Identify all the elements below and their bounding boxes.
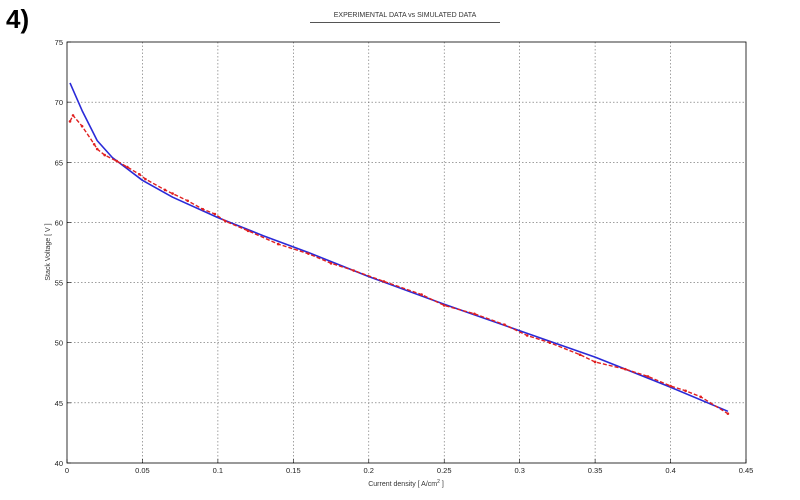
experimental-data-point <box>382 280 386 283</box>
x-tick-label: 0.1 <box>213 466 223 475</box>
simulated-series-line <box>69 82 729 413</box>
experimental-data-point <box>126 165 129 169</box>
chart-title: EXPERIMENTAL DATA vs SIMULATED DATA <box>310 12 500 23</box>
experimental-data-point <box>593 360 597 364</box>
experimental-data-point <box>578 353 582 357</box>
experimental-data-point <box>144 177 147 181</box>
experimental-data-point <box>503 323 506 326</box>
x-tick-label: 0.15 <box>286 466 301 475</box>
plot-frame <box>66 41 747 464</box>
experimental-data-point <box>352 269 355 272</box>
experimental-data-point <box>171 192 174 195</box>
y-tick-label: 70 <box>55 98 63 107</box>
experimental-data-point <box>213 212 217 216</box>
experimental-data-point <box>201 207 205 211</box>
y-tick-label: 50 <box>55 339 63 348</box>
experimental-data-point <box>163 188 167 192</box>
experimental-data-point <box>68 120 72 123</box>
tick-marks: 0 0.05 0.1 0.15 0.2 0.25 0.3 0.35 0.4 0.45 40 45 50 5… <box>55 38 754 475</box>
experimental-data-point <box>224 219 227 223</box>
x-tick-label: 0.4 <box>665 466 675 475</box>
experimental-data-point <box>95 147 99 151</box>
x-tick-label: 0.3 <box>514 466 524 475</box>
experimental-data-point <box>115 159 119 163</box>
x-tick-label: 0.05 <box>135 466 150 475</box>
panel-label: 4) <box>6 4 30 34</box>
experimental-series-line <box>69 114 729 415</box>
x-axis-label-main: Current density [ A/cm <box>368 481 437 488</box>
experimental-data-point <box>548 341 552 345</box>
x-tick-label: 0 <box>65 466 69 475</box>
experimental-data-point <box>473 312 476 316</box>
experimental-data-point <box>442 304 446 307</box>
experimental-data-point <box>307 252 310 256</box>
experimental-data-point <box>71 114 75 117</box>
experimental-data-point <box>623 367 627 371</box>
experimental-data-point <box>726 412 730 415</box>
experimental-data-point <box>103 153 107 157</box>
experimental-data-point <box>246 229 250 233</box>
y-tick-label: 45 <box>55 399 63 408</box>
experimental-data-point <box>80 124 84 128</box>
x-axis-label-sup: 2 <box>437 479 440 485</box>
experimental-data-point <box>669 384 672 388</box>
plot-background <box>67 42 746 463</box>
y-tick-label: 60 <box>55 218 63 227</box>
x-tick-label: 0.35 <box>588 466 603 475</box>
y-tick-label: 40 <box>55 459 63 468</box>
x-tick-label: 0.45 <box>739 466 754 475</box>
x-axis-label-end: ] <box>440 481 444 488</box>
y-tick-label: 75 <box>55 38 63 47</box>
y-tick-label: 65 <box>55 158 63 167</box>
experimental-data-point <box>646 375 650 378</box>
x-tick-label: 0.25 <box>437 466 452 475</box>
y-axis-label: Stack Voltage [ V ] <box>45 223 52 280</box>
x-tick-label: 0.2 <box>364 466 374 475</box>
experimental-data-point <box>186 199 190 203</box>
experimental-data-point <box>92 142 96 146</box>
experimental-data-point <box>329 262 333 265</box>
x-axis-label: Current density [ A/cm2 ] <box>368 479 444 488</box>
experimental-data-point <box>420 293 423 296</box>
experimental-data-point <box>276 242 280 246</box>
experimental-data-point <box>699 395 703 399</box>
series-layer <box>68 82 730 415</box>
grid-lines <box>67 42 746 463</box>
experimental-data-point <box>684 389 687 393</box>
y-tick-label: 55 <box>55 279 63 288</box>
experimental-data-point <box>525 334 529 337</box>
experimental-data-point <box>138 173 141 176</box>
